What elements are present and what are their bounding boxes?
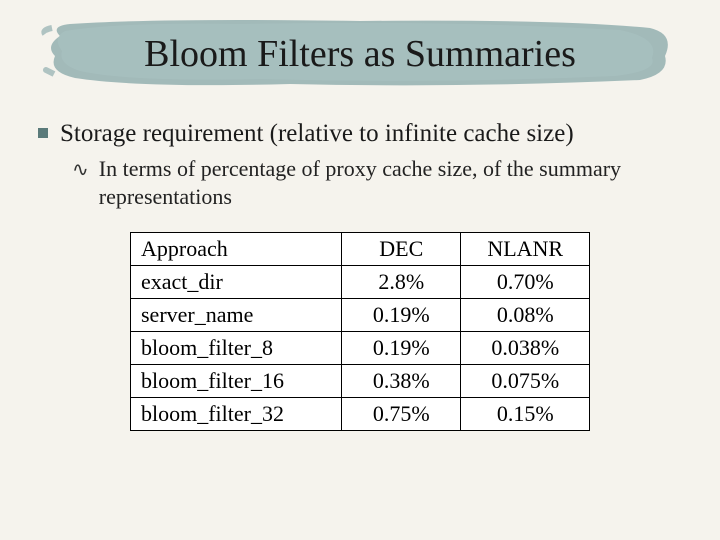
- table-body: exact_dir 2.8% 0.70% server_name 0.19% 0…: [131, 266, 590, 431]
- bullet-square-icon: [38, 128, 48, 138]
- table-header-row: Approach DEC NLANR: [131, 233, 590, 266]
- cell-dec: 0.19%: [342, 299, 461, 332]
- cell-nlanr: 0.08%: [461, 299, 590, 332]
- cell-approach: server_name: [131, 299, 342, 332]
- table-row: bloom_filter_32 0.75% 0.15%: [131, 398, 590, 431]
- tilde-icon: ∿: [72, 157, 89, 182]
- bullet-main-text: Storage requirement (relative to infinit…: [60, 118, 574, 149]
- cell-approach: bloom_filter_32: [131, 398, 342, 431]
- storage-table-wrap: Approach DEC NLANR exact_dir 2.8% 0.70% …: [130, 232, 590, 431]
- cell-approach: bloom_filter_16: [131, 365, 342, 398]
- cell-approach: exact_dir: [131, 266, 342, 299]
- cell-dec: 0.38%: [342, 365, 461, 398]
- table-row: server_name 0.19% 0.08%: [131, 299, 590, 332]
- storage-table: Approach DEC NLANR exact_dir 2.8% 0.70% …: [130, 232, 590, 431]
- bullet-sub-text: In terms of percentage of proxy cache si…: [99, 155, 689, 210]
- cell-approach: bloom_filter_8: [131, 332, 342, 365]
- table-row: bloom_filter_16 0.38% 0.075%: [131, 365, 590, 398]
- content-area: Storage requirement (relative to infinit…: [38, 118, 700, 210]
- cell-nlanr: 0.075%: [461, 365, 590, 398]
- cell-dec: 0.19%: [342, 332, 461, 365]
- bullet-sub-row: ∿ In terms of percentage of proxy cache …: [72, 155, 700, 210]
- cell-nlanr: 0.15%: [461, 398, 590, 431]
- table-row: bloom_filter_8 0.19% 0.038%: [131, 332, 590, 365]
- cell-nlanr: 0.038%: [461, 332, 590, 365]
- table-row: exact_dir 2.8% 0.70%: [131, 266, 590, 299]
- bullet-main-row: Storage requirement (relative to infinit…: [38, 118, 700, 149]
- cell-dec: 0.75%: [342, 398, 461, 431]
- col-header-approach: Approach: [131, 233, 342, 266]
- col-header-dec: DEC: [342, 233, 461, 266]
- slide-title: Bloom Filters as Summaries: [0, 32, 720, 76]
- cell-nlanr: 0.70%: [461, 266, 590, 299]
- col-header-nlanr: NLANR: [461, 233, 590, 266]
- cell-dec: 2.8%: [342, 266, 461, 299]
